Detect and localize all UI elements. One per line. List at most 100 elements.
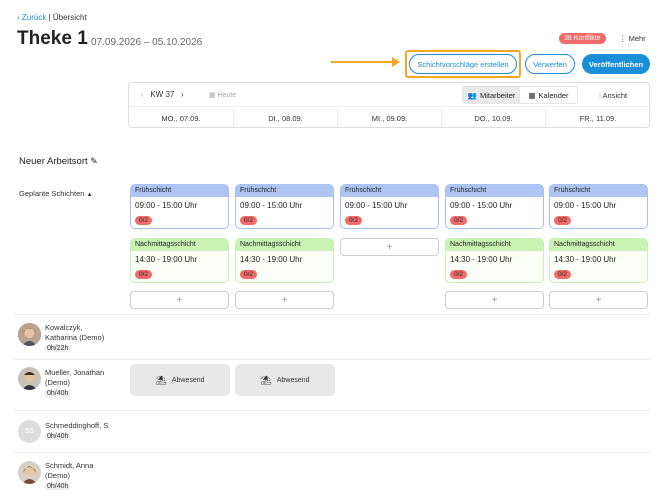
row-divider [14,314,650,315]
today-button[interactable]: ▦ Heute [209,91,236,99]
person-entry[interactable]: Schmeddinghoff, S 0h/40h [45,421,125,442]
add-shift-button[interactable]: + [445,291,544,309]
page-title: Theke 1 [17,28,88,49]
conflicts-badge[interactable]: 38 Konflikte [559,33,606,44]
view-settings-button[interactable]: ⫶ Ansicht [599,91,627,101]
view-toggle: 👥 Mitarbeiter ▦ Kalender [462,86,578,104]
shift-name: Nachmittagsschicht [131,239,228,251]
calendar-small-icon: ▦ [209,92,216,99]
caret-up-icon: ▲ [86,192,93,198]
person-name: Kowalczyk, Katharina (Demo) [45,323,105,342]
chevron-right-icon[interactable]: › [181,90,184,99]
staffing-badge: 0/2 [135,216,153,225]
shift-card-late[interactable]: Nachmittagsschicht 14:30 - 19:00 Uhr 0/2 [235,238,334,283]
add-shift-button[interactable]: + [130,291,229,309]
row-divider [14,452,650,453]
shift-time: 14:30 - 19:00 Uhr [240,255,303,264]
add-shift-button[interactable]: + [549,291,648,309]
avatar [18,461,41,484]
shift-card-late[interactable]: Nachmittagsschicht 14:30 - 19:00 Uhr 0/2 [445,238,544,283]
week-navigator: ‹ KW 37 › [141,90,184,99]
add-shift-button[interactable]: + [235,291,334,309]
staffing-badge: 0/2 [554,216,572,225]
staffing-badge: 0/2 [240,216,258,225]
employees-view-button[interactable]: 👥 Mitarbeiter [463,87,520,103]
calendar-view-button[interactable]: ▦ Kalender [520,87,577,103]
edit-icon[interactable]: ✎ [90,156,98,166]
shift-card-late[interactable]: Nachmittagsschicht 14:30 - 19:00 Uhr 0/2 [549,238,648,283]
calendar-toolbar: ‹ KW 37 › ▦ Heute 👥 Mitarbeiter ▦ Kalender… [128,82,650,128]
absence-block[interactable]: ⛱ Abwesend [235,364,335,396]
absence-label: Abwesend [171,376,205,384]
avatar [18,323,41,346]
person-photo-icon [18,367,41,390]
shift-name: Nachmittagsschicht [236,239,333,251]
shift-time: 09:00 - 15:00 Uhr [135,201,198,210]
back-link-label[interactable]: Zurück [21,13,47,22]
add-shift-button[interactable]: + [340,238,439,256]
shift-card-early[interactable]: Frühschicht 09:00 - 15:00 Uhr 0/2 [445,184,544,229]
person-name: Schmidt, Anna (Demo) [45,461,94,480]
location-title: Neuer Arbeitsort ✎ [19,156,98,167]
staffing-badge: 0/2 [450,270,468,279]
shift-name: Frühschicht [446,185,543,197]
shift-card-early[interactable]: Frühschicht 09:00 - 15:00 Uhr 0/2 [235,184,334,229]
avatar-initials: SS [18,420,41,443]
kebab-icon: ⋮ [619,34,627,43]
day-header: DI., 08.09. [234,109,338,127]
shift-card-early[interactable]: Frühschicht 09:00 - 15:00 Uhr 0/2 [549,184,648,229]
hours-badge: 0h/40h [45,483,71,490]
shift-time: 09:00 - 15:00 Uhr [345,201,408,210]
day-header: MI., 09.09. [338,109,442,127]
day-header: DO., 10.09. [442,109,546,127]
staffing-badge: 0/2 [345,216,363,225]
breadcrumb: ‹ Zurück | Übersicht [17,13,87,22]
staffing-badge: 0/2 [135,270,153,279]
staffing-badge: 0/2 [450,216,468,225]
breadcrumb-current: Übersicht [52,13,87,22]
toolbar-row [129,83,649,107]
planned-shifts-toggle[interactable]: Geplante Schichten ▲ [19,189,93,198]
row-divider [14,359,650,360]
shift-name: Nachmittagsschicht [550,239,647,251]
employees-label: Mitarbeiter [479,90,516,100]
absence-block[interactable]: ⛱ Abwesend [130,364,230,396]
beach-umbrella-icon: ⛱ [260,374,272,385]
back-link[interactable]: ‹ Zurück [17,13,47,22]
person-entry[interactable]: Schmidt, Anna (Demo) 0h/40h [45,461,105,492]
shift-card-early[interactable]: Frühschicht 09:00 - 15:00 Uhr 0/2 [130,184,229,229]
person-name: Schmeddinghoff, S [45,421,109,430]
plus-icon: + [386,241,393,253]
person-photo-icon [18,461,41,484]
chevron-left-icon[interactable]: ‹ [141,90,144,99]
discard-button[interactable]: Verwerfen [525,54,575,74]
absence-label: Abwesend [276,376,310,384]
more-label: Mehr [628,34,646,43]
row-divider [14,410,650,411]
person-entry[interactable]: Kowalczyk, Katharina (Demo) 0h/22h [45,323,113,354]
people-icon: 👥 [467,90,477,100]
shift-time: 09:00 - 15:00 Uhr [450,201,513,210]
day-header: FR., 11.09. [579,113,617,123]
person-entry[interactable]: Mueller, Jonathan (Demo) 0h/40h [45,368,113,399]
suggest-shifts-button[interactable]: Schichtvorschläge erstellen [409,54,517,74]
calendar-label: Kalender [538,90,569,100]
calendar-icon: ▦ [528,90,536,100]
person-photo-icon [18,323,41,346]
shift-time: 14:30 - 19:00 Uhr [450,255,513,264]
shift-name: Frühschicht [550,185,647,197]
person-name: Mueller, Jonathan (Demo) [45,368,105,387]
annotation-arrow-line [331,61,399,63]
shift-time: 14:30 - 19:00 Uhr [135,255,198,264]
more-menu-button[interactable]: ⋮ Mehr [619,34,646,43]
sliders-icon: ⫶ [599,91,601,100]
shift-card-early[interactable]: Frühschicht 09:00 - 15:00 Uhr 0/2 [340,184,439,229]
hours-badge: 0h/40h [45,390,71,397]
shift-time: 09:00 - 15:00 Uhr [240,201,303,210]
hours-badge: 0h/40h [45,433,71,440]
hours-badge: 0h/22h [45,345,71,352]
annotation-highlight-box [405,50,521,78]
shift-card-late[interactable]: Nachmittagsschicht 14:30 - 19:00 Uhr 0/2 [130,238,229,283]
publish-button[interactable]: Veröffentlichen [582,54,650,74]
day-header: MO., 07.09. [129,109,234,127]
